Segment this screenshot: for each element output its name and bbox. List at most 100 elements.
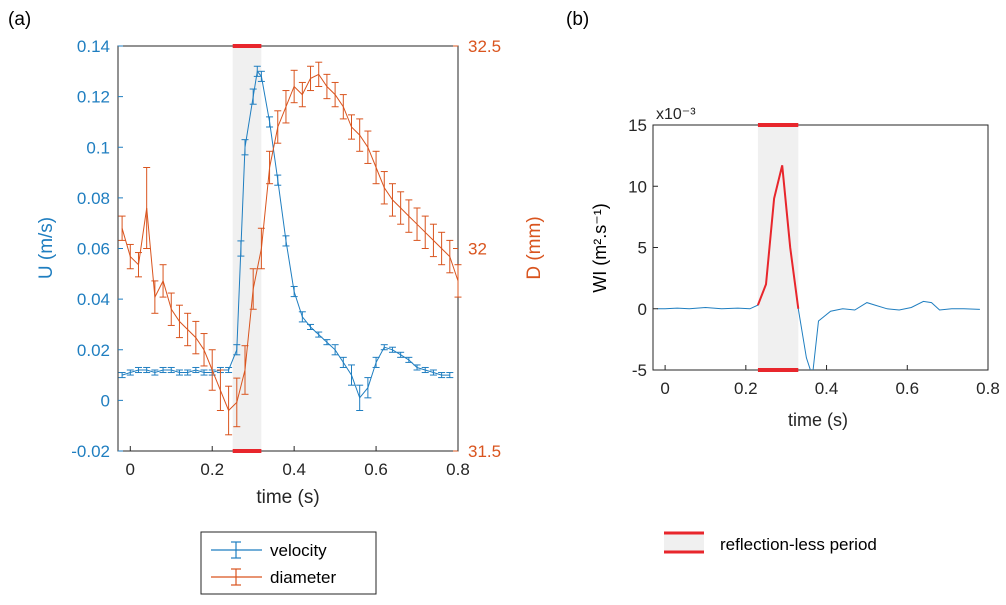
chart-b-x-tick-label: 0.8 (976, 379, 1000, 398)
series-velocity-errorbar (298, 311, 306, 323)
series-diameter-errorbar (159, 264, 167, 298)
chart-a-right-tick-label: 32 (468, 240, 487, 259)
series-velocity-errorbar (192, 366, 200, 374)
series-diameter-errorbar (257, 227, 265, 270)
series-velocity-errorbar (126, 369, 134, 376)
series-diameter-errorbar (134, 252, 142, 278)
series-velocity-errorbar (323, 339, 331, 346)
series-diameter-errorbar (438, 231, 446, 266)
chart-a-left-axis-label: U (m/s) (36, 217, 57, 279)
series-velocity-errorbar (249, 88, 257, 105)
series-diameter-errorbar (118, 215, 126, 241)
series-diameter-errorbar (216, 369, 224, 411)
chart-b-y-tick-label: -5 (632, 361, 647, 380)
series-velocity-errorbar (266, 116, 274, 128)
legend-a-velocity-label: velocity (270, 541, 327, 560)
chart-a-left-tick-label: 0.1 (86, 138, 110, 157)
chart-a-left-tick-label: 0.12 (77, 88, 110, 107)
series-diameter-errorbar (446, 239, 454, 274)
series-velocity-errorbar (429, 369, 437, 376)
chart-b-exponent-label: x10⁻³ (656, 106, 696, 123)
series-diameter-errorbar (143, 167, 151, 249)
chart-a-series-group (118, 61, 462, 436)
chart-b-y-tick-label: 5 (638, 239, 647, 258)
series-diameter-errorbar (307, 65, 315, 92)
series-diameter-errorbar (192, 320, 200, 355)
legend-b-label: reflection-less period (720, 535, 877, 554)
legend-a: velocity diameter (200, 531, 377, 595)
series-diameter-errorbar (200, 333, 208, 367)
series-diameter-errorbar (126, 243, 134, 270)
series-velocity-errorbar (446, 372, 454, 379)
chart-a: -0.02 0 0.02 0.04 0.06 0.08 0.1 0.12 0.14 31.5 32… (36, 37, 545, 508)
chart-a-right-axis-label: D (mm) (524, 216, 545, 279)
chart-b-x-tick-label: 0.6 (895, 379, 919, 398)
series-velocity-errorbar (241, 139, 249, 156)
series-velocity-errorbar (405, 356, 413, 363)
chart-a-right-tick-label: 32.5 (468, 37, 501, 56)
series-diameter-errorbar (315, 61, 323, 87)
series-diameter-errorbar (266, 150, 274, 185)
series-diameter-errorbar (356, 118, 364, 152)
series-diameter-errorbar (184, 312, 192, 347)
series-velocity-errorbar (151, 369, 159, 376)
series-velocity-errorbar (225, 366, 233, 374)
chart-b-y-ticks: -5 0 5 10 15 (628, 116, 658, 380)
series-diameter-errorbar (372, 150, 380, 185)
series-velocity-errorbar (143, 366, 151, 374)
series-velocity-errorbar (237, 240, 245, 257)
series-diameter-errorbar (290, 69, 298, 104)
chart-b-y-tick-label: 10 (628, 177, 647, 196)
series-diameter-errorbar (233, 377, 241, 428)
chart-b-shaded-region (757, 125, 799, 370)
series-diameter-errorbar (429, 223, 437, 258)
series-velocity-errorbar (339, 356, 347, 368)
chart-a-left-ticks: -0.02 0 0.02 0.04 0.06 0.08 0.1 0.12 0.14 (71, 37, 123, 461)
chart-b-x-axis-label: time (s) (788, 410, 848, 430)
chart-a-left-tick-label: 0 (101, 391, 110, 410)
chart-a-left-tick-label: 0.06 (77, 240, 110, 259)
series-velocity-errorbar (315, 331, 323, 338)
chart-a-right-ticks: 31.5 32 32.5 (453, 37, 501, 461)
series-velocity-errorbar (233, 344, 241, 356)
panel-b-label: (b) (566, 9, 589, 30)
legend-a-velocity-swatch (211, 541, 262, 559)
legend-a-diameter-swatch (211, 568, 262, 586)
chart-b-series-group (657, 165, 980, 370)
series-velocity-errorbar (347, 364, 355, 386)
chart-a-right-tick-label: 31.5 (468, 442, 501, 461)
series-diameter-errorbar (208, 349, 216, 391)
series-wi-line (657, 165, 980, 370)
chart-a-x-tick-label: 0.4 (282, 460, 306, 479)
series-velocity-errorbar (184, 369, 192, 376)
series-diameter-errorbar (339, 94, 347, 120)
chart-a-x-tick-label: 0.2 (200, 460, 224, 479)
series-diameter-errorbar (274, 110, 282, 144)
chart-a-x-ticks: 0 0.2 0.4 0.6 0.8 (126, 446, 470, 479)
series-velocity-errorbar (257, 70, 265, 82)
series-diameter-errorbar (388, 183, 396, 217)
chart-b-x-tick-label: 0 (660, 379, 669, 398)
legend-b-swatch-fill (664, 533, 704, 552)
chart-b-frame (652, 124, 989, 371)
series-diameter-errorbar (380, 171, 388, 205)
series-velocity-errorbar (200, 369, 208, 376)
series-velocity-errorbar (167, 366, 175, 374)
series-diameter-errorbar (405, 199, 413, 233)
chart-b-y-tick-label: 15 (628, 116, 647, 135)
series-diameter-errorbar (249, 268, 257, 310)
series-velocity-errorbar (134, 366, 142, 374)
series-diameter-errorbar (331, 81, 339, 108)
chart-b-y-axis-label: WI (m².s⁻¹) (590, 203, 610, 292)
series-velocity-errorbar (307, 323, 315, 330)
series-velocity-errorbar (372, 356, 380, 368)
legend-a-diameter-label: diameter (270, 568, 336, 587)
chart-a-left-tick-label: 0.14 (77, 37, 110, 56)
series-diameter-errorbar (364, 130, 372, 164)
series-velocity-errorbar (274, 174, 282, 186)
series-velocity-errorbar (118, 372, 126, 379)
chart-a-left-tick-label: 0.08 (77, 189, 110, 208)
series-diameter-errorbar (167, 292, 175, 326)
series-velocity-errorbar (356, 384, 364, 411)
